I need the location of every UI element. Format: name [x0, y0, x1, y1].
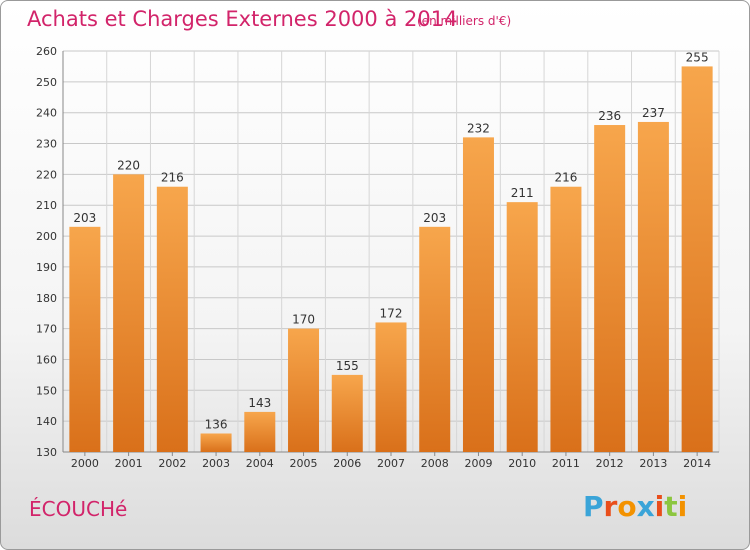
y-tick-label: 230	[36, 138, 57, 151]
bar-value-label: 216	[554, 171, 577, 185]
bar	[594, 125, 626, 453]
bar	[156, 186, 188, 452]
bar	[681, 66, 713, 452]
bar-value-label: 155	[336, 359, 359, 373]
bar-value-label: 172	[380, 306, 403, 320]
bar	[331, 374, 363, 452]
y-tick-label: 130	[36, 446, 57, 459]
commune-name: ÉCOUCHé	[29, 497, 128, 521]
y-tick-label: 140	[36, 415, 57, 428]
logo-letter: r	[603, 490, 618, 523]
y-tick-label: 250	[36, 76, 57, 89]
bar	[550, 186, 582, 452]
x-tick-label: 2001	[115, 457, 143, 470]
logo-letter: P	[583, 490, 604, 523]
bar	[113, 174, 145, 452]
x-tick-label: 2003	[202, 457, 230, 470]
x-tick-label: 2014	[683, 457, 711, 470]
bar-value-label: 203	[73, 211, 96, 225]
x-tick-label: 2006	[333, 457, 361, 470]
x-tick-label: 2004	[246, 457, 274, 470]
bar	[375, 322, 407, 452]
bar	[419, 226, 451, 452]
bar-value-label: 136	[205, 417, 228, 431]
y-tick-label: 260	[36, 45, 57, 58]
y-tick-label: 220	[36, 168, 57, 181]
bar-value-label: 255	[686, 50, 709, 64]
x-tick-label: 2007	[377, 457, 405, 470]
x-tick-label: 2000	[71, 457, 99, 470]
bar	[637, 121, 669, 452]
x-tick-label: 2008	[421, 457, 449, 470]
bar	[200, 433, 232, 452]
bar-value-label: 236	[598, 109, 621, 123]
y-tick-label: 200	[36, 230, 57, 243]
bar	[244, 411, 276, 452]
y-tick-label: 190	[36, 261, 57, 274]
bar-value-label: 216	[161, 171, 184, 185]
bar	[462, 137, 494, 452]
bar-value-label: 211	[511, 186, 534, 200]
logo-letter: t	[664, 490, 678, 523]
bar-value-label: 143	[248, 396, 271, 410]
bar-value-label: 220	[117, 158, 140, 172]
bars	[69, 66, 713, 453]
x-tick-label: 2010	[508, 457, 536, 470]
x-tick-label: 2011	[552, 457, 580, 470]
y-tick-label: 150	[36, 384, 57, 397]
y-tick-label: 240	[36, 107, 57, 120]
bar	[69, 226, 101, 452]
bar-value-label: 170	[292, 313, 315, 327]
bar-value-label: 203	[423, 211, 446, 225]
bar-value-label: 237	[642, 106, 665, 120]
logo-letter: o	[617, 490, 637, 523]
labels: 130 140 150 160 170 180 190 200 210 220 230 240 250 2…	[36, 45, 711, 470]
x-tick-label: 2012	[596, 457, 624, 470]
logo-letter: i	[677, 490, 688, 523]
y-tick-label: 160	[36, 353, 57, 366]
bar	[506, 202, 538, 452]
bar-value-label: 232	[467, 121, 490, 135]
proxiti-logo[interactable]: Proxiti	[583, 490, 687, 523]
x-tick-label: 2009	[464, 457, 492, 470]
chart-title: Achats et Charges Externes 2000 à 2014	[27, 7, 458, 31]
logo-letter: x	[636, 490, 655, 523]
y-tick-label: 170	[36, 323, 57, 336]
x-tick-label: 2002	[158, 457, 186, 470]
bar	[288, 328, 320, 452]
x-tick-label: 2013	[639, 457, 667, 470]
chart-subtitle: (en milliers d'€)	[417, 14, 512, 28]
x-tick-label: 2005	[290, 457, 318, 470]
logo-letter: i	[654, 490, 665, 523]
y-tick-label: 210	[36, 199, 57, 212]
y-tick-label: 180	[36, 292, 57, 305]
